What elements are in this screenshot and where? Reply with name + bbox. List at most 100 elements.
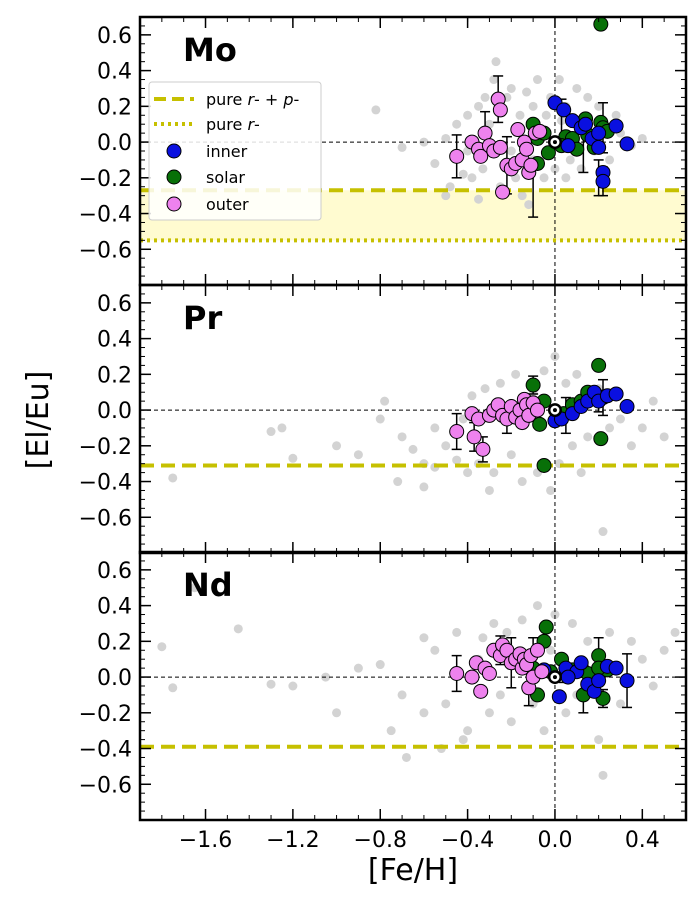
background-point <box>419 633 429 643</box>
background-point <box>401 752 411 762</box>
background-point <box>478 164 488 174</box>
x-tick-label: −1.6 <box>179 828 232 853</box>
background-point <box>539 726 549 736</box>
background-point <box>489 75 499 85</box>
background-point <box>572 83 582 93</box>
background-point <box>397 142 407 152</box>
y-tick-label: −0.2 <box>79 702 132 727</box>
background-point <box>546 485 556 495</box>
background-point <box>458 169 468 179</box>
background-point <box>467 391 477 401</box>
outer-point <box>473 148 489 164</box>
background-point <box>397 690 407 700</box>
background-point <box>611 110 621 120</box>
background-point <box>517 191 527 201</box>
legend-label-part: - <box>294 90 300 109</box>
outer-point <box>510 122 526 138</box>
background-point <box>288 681 298 691</box>
background-point <box>515 110 525 120</box>
background-point <box>522 87 532 97</box>
legend-label-part: pure <box>206 90 247 109</box>
outer-point <box>529 642 545 658</box>
background-point <box>489 618 499 628</box>
background-point <box>452 627 462 637</box>
inner-point <box>619 398 635 414</box>
y-tick-label: 0.6 <box>97 24 132 49</box>
y-tick-label: −0.4 <box>79 738 132 763</box>
background-point <box>626 636 636 646</box>
background-point <box>474 194 484 204</box>
background-point <box>288 453 298 463</box>
background-point <box>441 699 451 709</box>
legend-label: outer <box>206 195 249 214</box>
background-point <box>393 477 403 487</box>
inner-point <box>608 660 624 676</box>
background-point <box>491 57 501 67</box>
plot-area <box>140 285 686 553</box>
outer-point <box>529 402 545 418</box>
background-point <box>371 105 381 115</box>
background-point <box>478 633 488 643</box>
background-point <box>266 679 276 689</box>
outer-point <box>519 141 535 157</box>
background-point <box>506 717 516 727</box>
plot-area <box>140 552 686 820</box>
background-point <box>480 92 490 102</box>
outer-point <box>495 184 511 200</box>
y-tick-label: 0.6 <box>97 292 132 317</box>
solar-point <box>538 619 554 635</box>
solar-point <box>591 357 607 373</box>
outer-point <box>532 123 548 139</box>
background-point <box>375 414 385 424</box>
outer-point <box>449 424 465 440</box>
legend-label: solar <box>206 168 245 187</box>
background-point <box>576 468 586 478</box>
background-point <box>489 468 499 478</box>
background-point <box>277 423 287 433</box>
background-point <box>441 133 451 143</box>
background-point <box>353 663 363 673</box>
background-point <box>484 485 494 495</box>
background-point <box>419 708 429 718</box>
background-point <box>561 378 571 388</box>
panel-pr: 0.6 0.4 0.2 0.0 −0.2 −0.4 −0.6 Pr <box>79 283 688 555</box>
y-tick-label: 0.0 <box>97 666 132 691</box>
y-tick-label: −0.2 <box>79 435 132 460</box>
background-point <box>495 378 505 388</box>
background-point <box>408 444 418 454</box>
legend-label: pure r- <box>206 115 260 134</box>
panels: 0.6 0.4 0.2 0.0 −0.2 −0.4 −0.6 Mo 0.6 0.4 0.2 0.0 −0… <box>79 15 688 853</box>
background-point <box>670 627 680 637</box>
y-tick-label: 0.0 <box>97 399 132 424</box>
background-point <box>168 683 178 693</box>
background-point <box>458 735 468 745</box>
y-tick-label: −0.6 <box>79 238 132 263</box>
background-point <box>419 482 429 492</box>
background-point <box>266 427 276 437</box>
y-tick-label: −0.4 <box>79 471 132 496</box>
background-point <box>517 615 527 625</box>
legend-label-part: - <box>254 115 260 134</box>
inner-point <box>556 102 572 118</box>
legend-label-part: p <box>282 90 293 109</box>
background-point <box>532 601 542 611</box>
inner-point <box>619 673 635 689</box>
y-tick-label: −0.6 <box>79 773 132 798</box>
legend-label-part: pure <box>206 115 247 134</box>
background-point <box>233 624 243 634</box>
background-point <box>546 645 556 655</box>
outer-point <box>466 429 482 445</box>
outer-point <box>473 683 489 699</box>
background-point <box>565 155 575 165</box>
panel-title: Nd <box>183 566 233 604</box>
background-point <box>541 110 551 120</box>
y-tick-label: 0.0 <box>97 131 132 156</box>
legend-label-part: r <box>247 90 255 109</box>
x-tick-label: −1.2 <box>266 828 319 853</box>
background-point <box>524 200 534 210</box>
outer-point <box>523 157 539 173</box>
inner-point <box>591 125 607 141</box>
background-point <box>375 660 385 670</box>
background-point <box>539 173 549 183</box>
